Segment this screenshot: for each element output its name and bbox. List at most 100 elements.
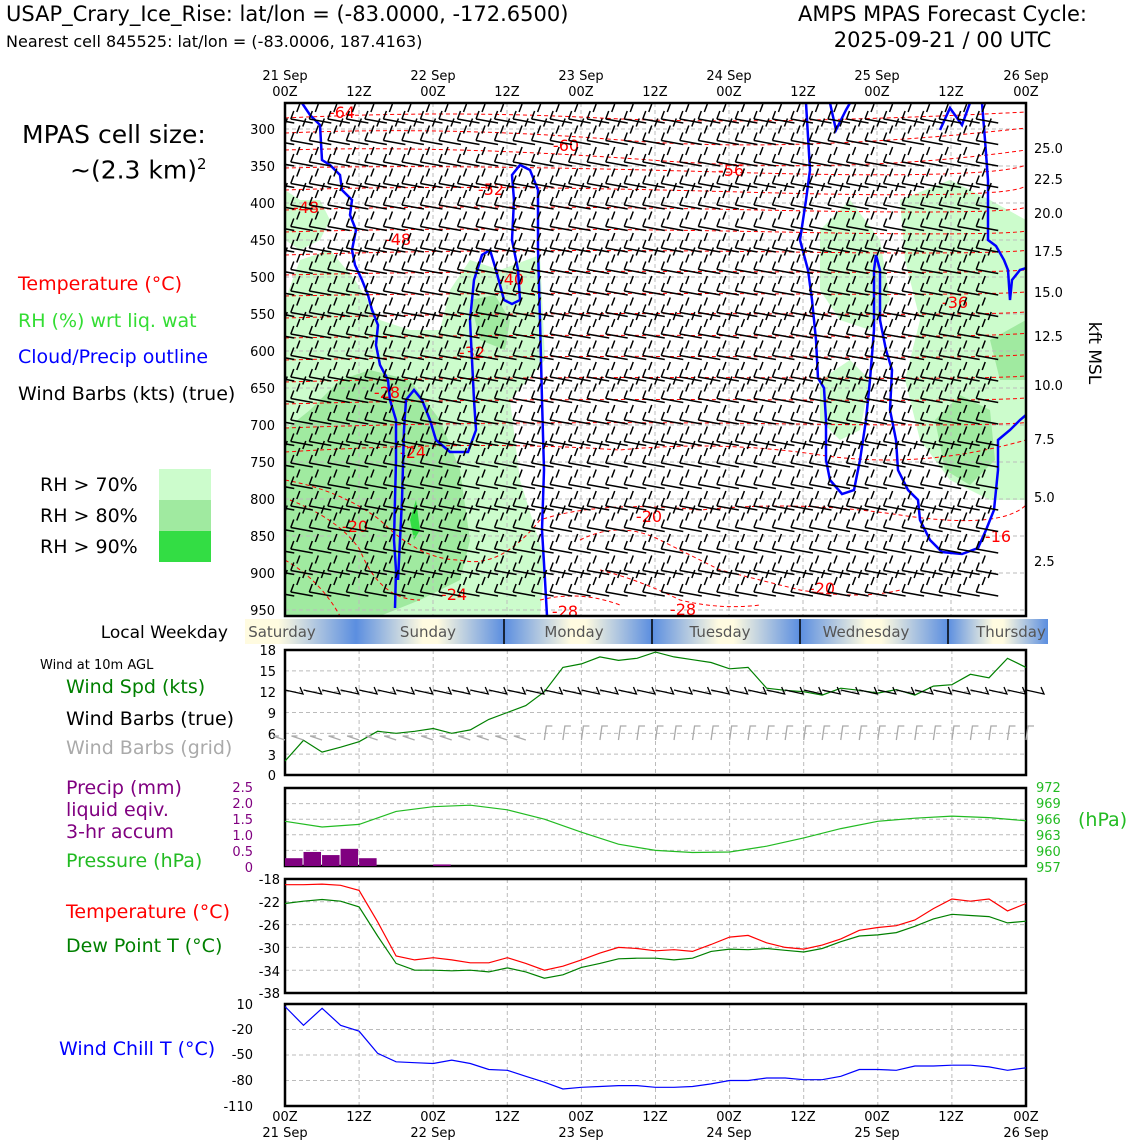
wind-barb bbox=[364, 297, 388, 318]
rh-shade-70 bbox=[820, 200, 890, 330]
wind-barb bbox=[642, 211, 665, 232]
top-hour-label: 00Z bbox=[420, 85, 446, 100]
wind-barb bbox=[567, 211, 591, 232]
wind-barb bbox=[401, 340, 425, 361]
wind-barb-true bbox=[488, 686, 508, 695]
wind-barb bbox=[771, 168, 795, 189]
wind-barb-grid bbox=[840, 725, 849, 741]
wind-barb bbox=[716, 168, 739, 189]
wind-barb bbox=[285, 421, 295, 425]
precip-ytick: 2.0 bbox=[232, 797, 253, 812]
wind-barb-true bbox=[396, 686, 416, 695]
wind-barb bbox=[808, 426, 832, 447]
height-tick: 20.0 bbox=[1034, 207, 1063, 222]
wind-barb bbox=[882, 247, 906, 275]
wind-barb bbox=[845, 404, 869, 425]
wind-barb bbox=[364, 555, 388, 576]
wind-barb bbox=[623, 311, 647, 339]
wind-barb bbox=[901, 469, 925, 490]
wind-barb bbox=[734, 168, 758, 189]
wind-barb bbox=[956, 426, 980, 447]
wind-barb bbox=[327, 440, 350, 468]
wind-barb bbox=[345, 103, 369, 124]
cell-size-text: ~(2.3 km) bbox=[70, 155, 197, 185]
wind-barb bbox=[290, 376, 313, 404]
wind-barb bbox=[290, 182, 313, 210]
wind-barb bbox=[401, 505, 425, 533]
wind-barb-true bbox=[710, 686, 731, 695]
precip-ytick: 0 bbox=[245, 861, 253, 876]
wind-chill-panel: Wind Chill T (°C) 10 -20 -50 -80 -110 bbox=[59, 998, 253, 1115]
wind-barb bbox=[549, 555, 573, 576]
wind-barb bbox=[790, 533, 814, 554]
pressure-series bbox=[284, 804, 1027, 854]
wind-barb bbox=[975, 311, 999, 339]
wind-barb bbox=[771, 469, 795, 490]
wind-barb bbox=[567, 555, 591, 576]
wind-barb bbox=[808, 404, 832, 425]
wind-barb bbox=[642, 118, 665, 146]
bottom-date-label: 22 Sep bbox=[410, 1126, 455, 1140]
wind-barb bbox=[975, 146, 999, 167]
wind-barb bbox=[956, 275, 980, 296]
wind-barb bbox=[716, 311, 739, 339]
wind-barb bbox=[882, 533, 906, 554]
wind-barb bbox=[401, 103, 425, 124]
wind-barb bbox=[938, 426, 962, 447]
wind-barb bbox=[827, 505, 851, 533]
bottom-hour-label: 12Z bbox=[346, 1110, 372, 1125]
weekday-bar-label: Local Weekday bbox=[101, 623, 228, 643]
station-title: USAP_Crary_Ice_Rise: lat/lon = (-83.0000… bbox=[6, 2, 569, 26]
wind-barb bbox=[716, 533, 739, 554]
wind-barb-grid bbox=[365, 735, 378, 741]
wind-barb bbox=[975, 103, 999, 124]
wind-barb bbox=[771, 505, 795, 533]
wind-barb bbox=[642, 376, 665, 404]
wind-barb bbox=[308, 426, 332, 447]
pressure-ytick: 957 bbox=[1036, 861, 1061, 876]
wind-barb bbox=[882, 426, 906, 447]
wind-barb bbox=[679, 247, 702, 275]
wind-barb bbox=[827, 311, 851, 339]
bottom-hour-label: 00Z bbox=[272, 1110, 298, 1125]
day-segment bbox=[356, 619, 504, 644]
wind-barb bbox=[642, 103, 665, 124]
wind-barb bbox=[753, 569, 777, 597]
wind-barb-true bbox=[803, 686, 823, 695]
wind-barb bbox=[456, 232, 480, 253]
wind-barb bbox=[790, 211, 814, 232]
wind-barb-true bbox=[692, 686, 712, 695]
wind-barb bbox=[308, 361, 332, 382]
wind-barb bbox=[623, 247, 647, 275]
wind-barb bbox=[956, 103, 980, 124]
wind-barb bbox=[364, 490, 388, 511]
chill-ytick: -20 bbox=[232, 1023, 253, 1038]
wind-barb bbox=[382, 247, 406, 275]
wind-barb bbox=[327, 490, 350, 511]
wind-barb bbox=[345, 376, 369, 404]
wind-barb bbox=[290, 118, 313, 146]
wind-barb bbox=[845, 297, 869, 318]
wind-barb bbox=[475, 182, 499, 210]
wind-barb bbox=[549, 533, 573, 554]
wind-barb bbox=[327, 168, 350, 189]
temperature-series bbox=[285, 883, 1027, 971]
wind-barb bbox=[401, 490, 425, 511]
precip-ytick: 2.5 bbox=[232, 781, 253, 796]
wind-barb bbox=[938, 469, 962, 490]
cell-size-value: ~(2.3 km)2 bbox=[70, 155, 207, 184]
wind-barb bbox=[642, 340, 665, 361]
wind-barb bbox=[642, 490, 665, 511]
wind-barb-true bbox=[914, 686, 934, 695]
wind-barb bbox=[660, 469, 684, 490]
panel-frame bbox=[283, 877, 1028, 995]
wind-barb bbox=[382, 505, 406, 533]
wind-barb bbox=[475, 569, 499, 597]
wind-barb bbox=[845, 340, 869, 361]
wind-barb bbox=[586, 168, 610, 189]
wind-barb-grid bbox=[673, 725, 683, 741]
top-date-label: 24 Sep bbox=[706, 69, 751, 84]
wind-barb bbox=[679, 490, 702, 511]
wind-barb bbox=[901, 340, 925, 361]
wind-barb bbox=[808, 505, 832, 533]
